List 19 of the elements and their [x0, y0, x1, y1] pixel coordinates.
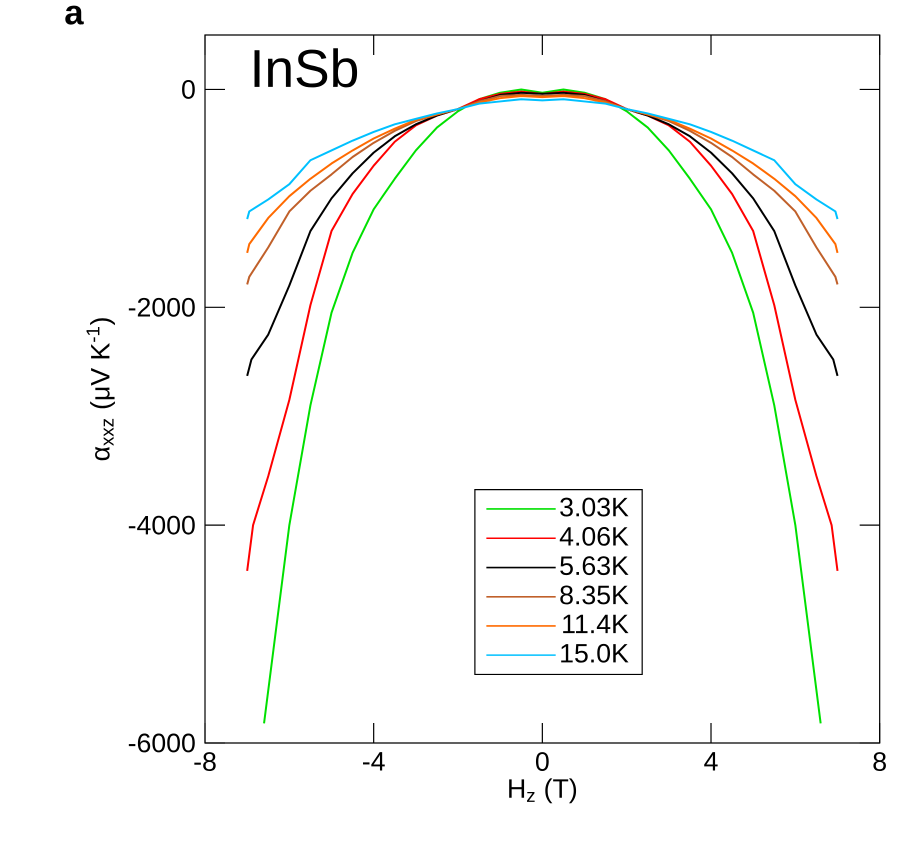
x-tick-label: -8	[194, 752, 216, 772]
y-tick-label: -2000	[128, 298, 195, 317]
x-tick-label: 8	[873, 752, 886, 772]
legend-label: 5.63K	[560, 556, 629, 576]
legend-label: 8.35K	[560, 586, 629, 604]
y-axis-title: α$_{xxz}$ (μV K$^{-1}$)	[86, 318, 115, 460]
y-tick-label: -6000	[128, 734, 195, 752]
x-tick-label: 4	[704, 752, 718, 770]
legend-label: 3.03K	[560, 498, 629, 517]
x-tick-label: 0	[536, 752, 549, 772]
legend-label: 4.06K	[560, 526, 629, 546]
legend-label: 11.4K	[563, 614, 629, 634]
x-tick-label: -4	[363, 752, 385, 770]
x-axis-title: H$_{z}$ (T)	[509, 778, 576, 804]
annotation: InSb	[254, 48, 358, 88]
y-tick-label: 0	[182, 80, 195, 99]
text: a	[65, 6, 84, 25]
y-tick-label: -4000	[128, 516, 195, 535]
legend-label: 15.0K	[561, 644, 629, 663]
